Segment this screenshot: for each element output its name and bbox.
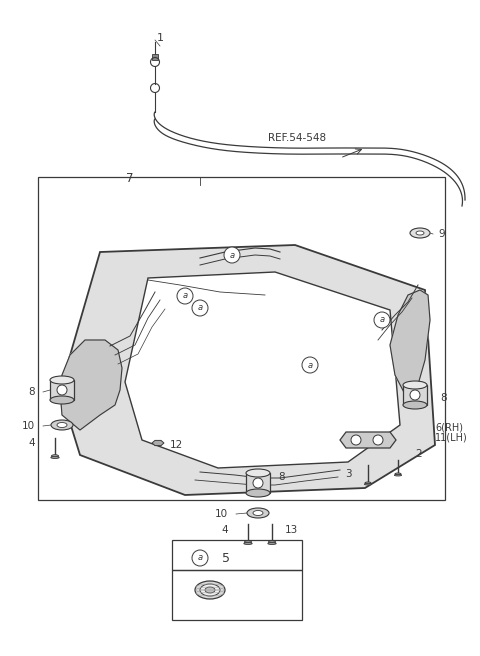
- Text: 8: 8: [28, 387, 35, 397]
- Text: 3: 3: [346, 469, 352, 479]
- Polygon shape: [60, 340, 122, 430]
- Text: a: a: [379, 316, 384, 325]
- Ellipse shape: [416, 231, 424, 235]
- Text: 7: 7: [126, 171, 134, 184]
- Ellipse shape: [253, 510, 263, 516]
- Ellipse shape: [51, 457, 59, 459]
- Circle shape: [57, 385, 67, 395]
- Ellipse shape: [403, 401, 427, 409]
- Text: 13: 13: [285, 525, 298, 535]
- Circle shape: [374, 312, 390, 328]
- Circle shape: [253, 478, 263, 488]
- Bar: [403, 385, 427, 405]
- Ellipse shape: [50, 396, 74, 404]
- Ellipse shape: [395, 473, 401, 475]
- Circle shape: [177, 288, 193, 304]
- Text: 6(RH): 6(RH): [435, 422, 463, 432]
- Bar: [172, 571, 302, 620]
- Ellipse shape: [200, 584, 220, 596]
- Text: a: a: [197, 304, 203, 312]
- Text: REF.54-548: REF.54-548: [268, 133, 326, 143]
- Text: 10: 10: [22, 421, 35, 431]
- Circle shape: [192, 550, 208, 566]
- Text: 5: 5: [222, 552, 230, 565]
- Ellipse shape: [205, 587, 215, 593]
- Bar: [172, 540, 302, 571]
- Text: a: a: [307, 361, 312, 369]
- Ellipse shape: [268, 543, 276, 544]
- Bar: [152, 54, 158, 60]
- Polygon shape: [60, 245, 435, 495]
- Ellipse shape: [246, 489, 270, 497]
- Circle shape: [224, 247, 240, 263]
- Ellipse shape: [403, 381, 427, 389]
- Circle shape: [351, 435, 361, 445]
- Text: 2: 2: [415, 449, 421, 459]
- Text: 4: 4: [221, 525, 228, 535]
- Ellipse shape: [50, 376, 74, 384]
- Text: a: a: [197, 554, 203, 562]
- Ellipse shape: [57, 422, 67, 428]
- Bar: [50, 380, 74, 400]
- Text: 8: 8: [278, 472, 285, 482]
- Ellipse shape: [395, 474, 402, 476]
- Text: 4: 4: [28, 438, 35, 448]
- Polygon shape: [340, 432, 396, 448]
- Circle shape: [302, 357, 318, 373]
- Text: 8: 8: [440, 393, 446, 403]
- Text: a: a: [182, 291, 188, 300]
- Bar: [246, 473, 270, 493]
- Ellipse shape: [195, 581, 225, 599]
- Text: 1: 1: [156, 33, 164, 43]
- Text: a: a: [229, 251, 235, 260]
- Ellipse shape: [364, 483, 372, 485]
- Ellipse shape: [244, 541, 252, 543]
- Polygon shape: [390, 290, 430, 400]
- Circle shape: [192, 300, 208, 316]
- Ellipse shape: [244, 543, 252, 544]
- Ellipse shape: [51, 455, 59, 457]
- Ellipse shape: [410, 228, 430, 238]
- Polygon shape: [152, 440, 164, 445]
- Circle shape: [410, 390, 420, 400]
- Bar: [38, 177, 445, 500]
- Circle shape: [373, 435, 383, 445]
- Ellipse shape: [268, 541, 276, 543]
- Text: 10: 10: [215, 509, 228, 519]
- Ellipse shape: [246, 469, 270, 477]
- Ellipse shape: [51, 420, 73, 430]
- Text: 12: 12: [170, 440, 183, 450]
- Polygon shape: [125, 272, 400, 468]
- Text: 11(LH): 11(LH): [435, 433, 468, 443]
- Ellipse shape: [247, 508, 269, 518]
- Text: 9: 9: [438, 229, 444, 239]
- Ellipse shape: [365, 482, 371, 484]
